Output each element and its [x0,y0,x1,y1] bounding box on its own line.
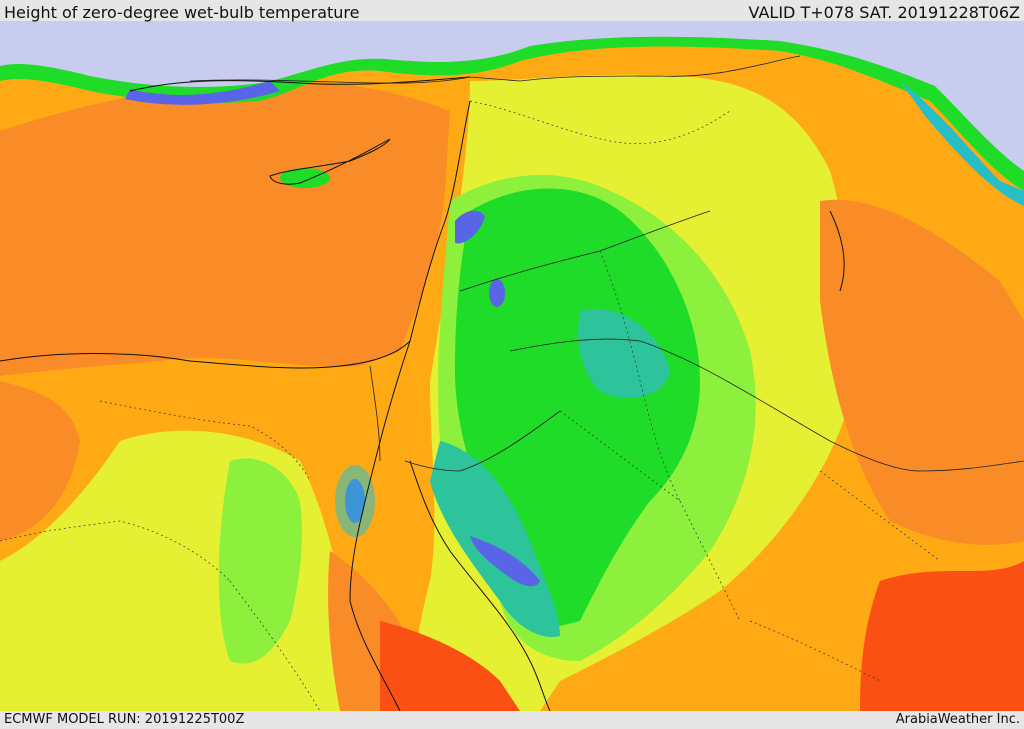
egypt-lightgreen-zone [218,458,302,664]
arabia-blue-streak [470,536,540,587]
north-cyan-edge [900,81,1024,206]
valid-time: VALID T+078 SAT. 20191228T06Z [748,3,1020,22]
south-red-field [380,621,520,711]
arabia-teal-zone [430,441,560,637]
header-bar: Height of zero-degree wet-bulb temperatu… [0,0,1024,22]
east-red-field [860,561,1024,711]
footer-bar: ECMWF MODEL RUN: 20191225T00Z ArabiaWeat… [0,711,1024,729]
west-med-field [0,381,80,541]
map-title: Height of zero-degree wet-bulb temperatu… [4,3,360,22]
coastlines [0,76,845,711]
north-snow-core [0,21,1024,171]
province-borders [0,100,941,711]
model-run: ECMWF MODEL RUN: 20191225T00Z [4,712,245,727]
country-borders [189,55,1024,472]
gulf-darkorange-field [820,199,1024,545]
weather-map[interactable] [0,21,1024,711]
map-canvas [0,21,1024,711]
iraq-teal-zone [578,309,670,399]
cyprus-green-spot [280,168,330,188]
lebanon-blue-spot [455,210,485,244]
north-blue-edge [125,81,280,105]
mediterranean-field [0,80,450,376]
jordan-blue-spot [489,279,505,307]
credit-text: ArabiaWeather Inc. [895,712,1020,727]
sinai-cyan-ring [335,465,375,537]
